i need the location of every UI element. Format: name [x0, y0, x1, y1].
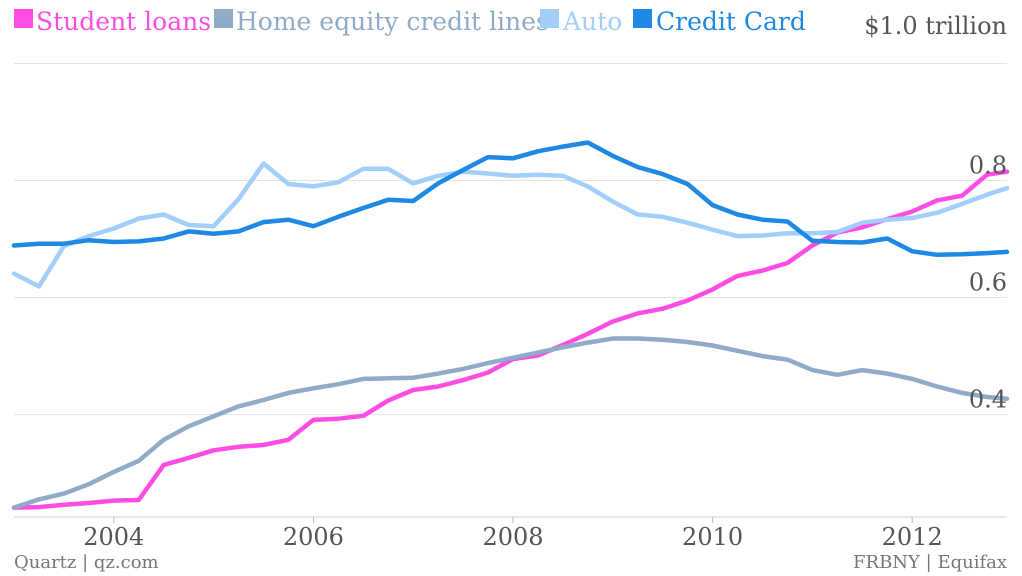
legend-label-credit-card: Credit Card — [656, 7, 806, 36]
x-tick-label: 2004 — [83, 523, 144, 551]
y-unit-label: $1.0 trillion — [864, 12, 1007, 40]
y-tick-label: 0.6 — [969, 269, 1007, 297]
x-tick-label: 2006 — [283, 523, 344, 551]
y-tick-label: 0.8 — [969, 152, 1007, 180]
series-lines — [11, 140, 1010, 510]
legend-swatch-home-equity — [214, 9, 233, 28]
legend-swatch-auto — [540, 9, 559, 28]
series-line-auto — [11, 161, 1010, 289]
y-axis-ticks: 0.4 0.6 0.8 — [969, 152, 1007, 414]
series-line-home-equity-credit-lines — [11, 336, 1010, 510]
x-tick-label: 2012 — [882, 523, 943, 551]
legend-label-student-loans: Student loans — [36, 7, 211, 36]
gridlines — [14, 62, 1007, 518]
legend: Student loans Home equity credit lines A… — [14, 7, 806, 36]
source-right: FRBNY | Equifax — [853, 552, 1007, 573]
x-tick-label: 2010 — [682, 523, 743, 551]
x-axis-ticks: 2004 2006 2008 2010 2012 — [83, 517, 943, 551]
legend-label-home-equity: Home equity credit lines — [236, 7, 549, 36]
source-left: Quartz | qz.com — [14, 552, 159, 573]
legend-label-auto: Auto — [562, 7, 622, 36]
x-tick-label: 2008 — [482, 523, 543, 551]
y-tick-label: 0.4 — [969, 386, 1007, 414]
legend-swatch-student-loans — [14, 9, 33, 28]
legend-swatch-credit-card — [633, 9, 652, 28]
series-line-credit-card — [11, 140, 1010, 258]
